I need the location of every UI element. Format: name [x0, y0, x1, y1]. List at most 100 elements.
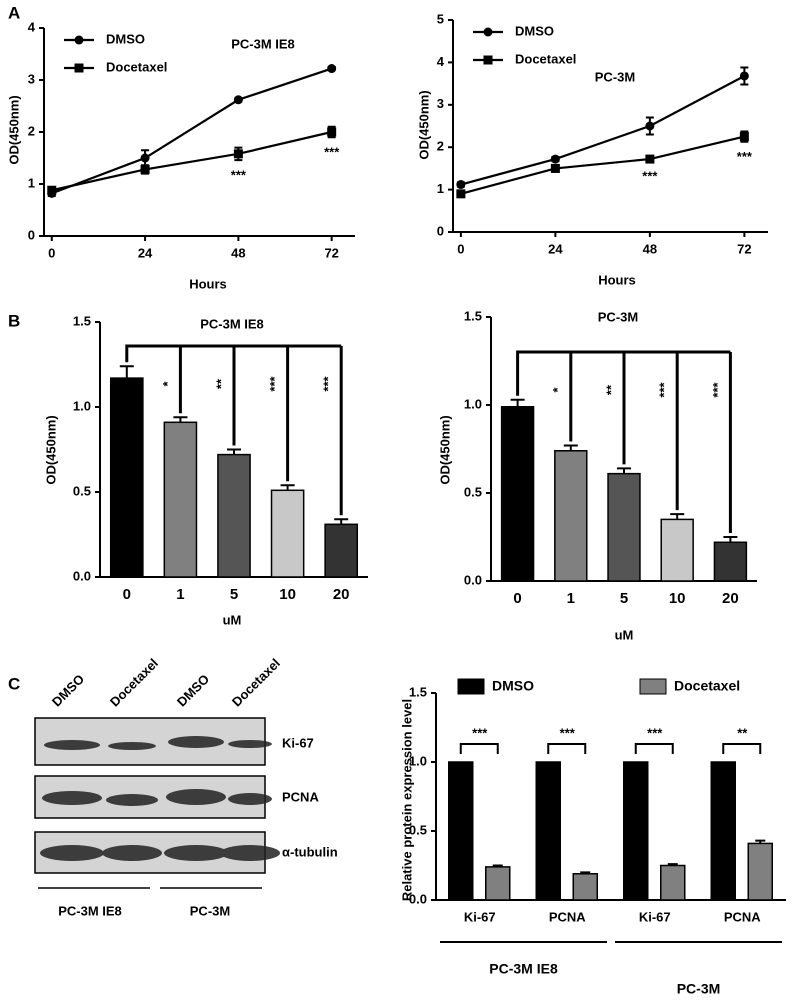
marker	[233, 149, 243, 159]
bar	[163, 421, 198, 578]
x-tick-label: PCNA	[724, 909, 761, 924]
x-tick-label: 0	[123, 586, 131, 603]
group-label: PC-3M	[677, 981, 721, 997]
significance: ***	[267, 375, 282, 391]
bar	[500, 406, 535, 582]
bar	[747, 842, 773, 901]
x-axis-title: uM	[615, 627, 634, 642]
error-bar	[563, 444, 578, 451]
y-tick-label: 2	[437, 139, 444, 154]
error-bar	[227, 448, 241, 455]
x-tick-label: 48	[231, 245, 245, 260]
y-tick-label: 0	[28, 227, 35, 242]
row-label: Ki-67	[282, 735, 314, 750]
x-tick-label: Ki-67	[639, 909, 671, 924]
x-tick-label: 48	[643, 241, 657, 256]
y-tick-label: 0.5	[409, 822, 427, 837]
x-axis-title: Hours	[598, 272, 636, 287]
x-tick-label: 0	[457, 241, 464, 256]
y-axis-title: OD(450nm)	[6, 95, 21, 164]
y-tick-label: 0.0	[464, 572, 482, 587]
bar	[217, 453, 251, 578]
bar	[270, 489, 305, 578]
y-tick-label: 0.5	[73, 483, 91, 498]
significance: ***	[231, 168, 247, 183]
significance-bracket	[125, 344, 342, 363]
x-tick-label: 5	[230, 586, 238, 603]
legend-label: DMSO	[515, 23, 554, 38]
marker	[550, 163, 560, 173]
chart-title: PC-3M	[595, 69, 635, 84]
significance-bracket	[634, 743, 674, 754]
bar	[572, 873, 598, 901]
data-line	[460, 74, 745, 186]
bar	[660, 518, 694, 582]
y-axis-title: OD(450nm)	[43, 415, 58, 484]
marker	[456, 180, 466, 190]
axis-line	[43, 28, 355, 237]
y-tick-label: 1.5	[73, 313, 91, 328]
x-tick-label: 20	[722, 590, 739, 607]
bar	[485, 866, 511, 901]
significance: ***	[642, 169, 658, 184]
significance: *	[160, 381, 175, 387]
y-tick-label: 2	[28, 123, 35, 138]
marker	[47, 185, 57, 195]
error-bar	[667, 863, 678, 866]
panel-label: C	[8, 674, 20, 693]
x-tick-label: PCNA	[549, 909, 586, 924]
error-bar	[617, 467, 631, 474]
y-tick-label: 0.5	[464, 484, 482, 499]
bar	[109, 377, 144, 578]
significance: ***	[657, 381, 672, 397]
y-tick-label: 1	[437, 181, 444, 196]
bar	[713, 541, 748, 582]
data-line	[51, 67, 333, 195]
marker	[327, 64, 337, 74]
chart-title: PC-3M IE8	[231, 36, 295, 51]
error-bar	[755, 839, 766, 844]
error-bar	[173, 416, 188, 423]
data-line	[51, 130, 332, 192]
significance-bracket	[459, 743, 499, 754]
y-axis-title: OD(450nm)	[416, 90, 431, 159]
marker	[645, 121, 655, 131]
significance: ***	[710, 381, 725, 397]
legend-label: Docetaxel	[515, 51, 576, 66]
significance: **	[213, 378, 228, 389]
legend-marker	[74, 35, 84, 45]
y-axis-title: OD(450nm)	[437, 415, 452, 484]
marker	[327, 127, 337, 137]
lane-label: Docetaxel	[229, 656, 283, 710]
x-axis-title: Hours	[189, 276, 227, 291]
significance-bracket	[722, 743, 762, 754]
significance: ***	[560, 725, 576, 740]
y-axis-title: Relative protein expression level	[399, 699, 414, 901]
legend-swatch	[639, 678, 667, 695]
x-tick-label: 10	[279, 586, 296, 603]
x-tick-label: 24	[548, 241, 563, 256]
significance: ***	[472, 725, 488, 740]
axis-line	[452, 20, 768, 233]
error-bar	[119, 365, 134, 379]
y-tick-label: 1.5	[409, 684, 427, 699]
bar	[535, 761, 561, 901]
x-tick-label: 72	[737, 241, 751, 256]
x-tick-label: 24	[138, 245, 153, 260]
legend-swatch	[457, 678, 485, 695]
bar	[554, 450, 588, 582]
bar	[448, 761, 474, 901]
x-tick-label: 5	[620, 590, 628, 607]
row-label: α-tubulin	[282, 844, 338, 859]
y-tick-label: 0	[437, 223, 444, 238]
x-tick-label: Ki-67	[464, 909, 496, 924]
bar	[607, 472, 641, 582]
significance-bracket	[516, 350, 731, 396]
significance: **	[737, 725, 748, 740]
x-tick-label: 72	[324, 245, 338, 260]
y-tick-label: 1.0	[73, 398, 91, 413]
group-label: PC-3M IE8	[58, 903, 122, 918]
legend-marker	[483, 27, 493, 37]
y-tick-label: 1.0	[464, 396, 482, 411]
